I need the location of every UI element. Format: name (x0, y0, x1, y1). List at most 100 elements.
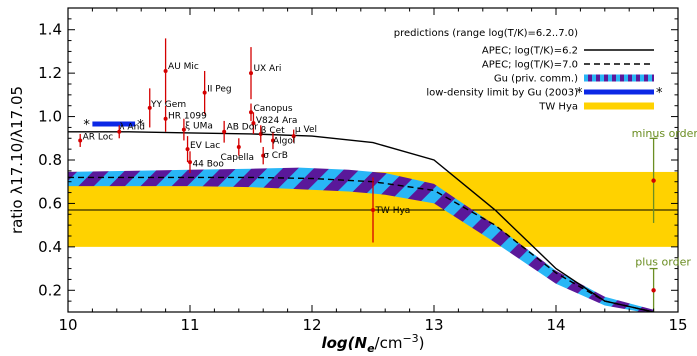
data-marker (270, 138, 275, 143)
x-tick-label: 10 (58, 316, 77, 334)
data-point--cet (258, 125, 263, 143)
star-label: ξ UMa (185, 122, 213, 132)
low-density-limit-star-right: * (137, 118, 144, 133)
star-label: Capella (221, 153, 255, 163)
y-axis-label: ratio λ17.10/λ17.05 (8, 86, 26, 234)
x-tick-label: 11 (180, 316, 199, 334)
data-marker (202, 90, 207, 95)
data-marker (251, 121, 256, 126)
legend-swatch-band (584, 102, 654, 110)
data-marker (222, 129, 227, 134)
star-label: EV Lac (190, 141, 220, 151)
data-point-capella (236, 138, 241, 156)
legend-entry-4: TW Hya (538, 102, 654, 113)
legend-star-left: * (576, 86, 583, 101)
y-tick-label: 1.0 (38, 108, 62, 126)
plot-area: * * (68, 38, 678, 312)
data-point-ii-peg (202, 70, 207, 115)
data-point-ar-loc (78, 133, 83, 147)
legend-swatch-striped (584, 74, 654, 82)
legend-label: low-density limit by Gu (2003) (426, 88, 578, 99)
data-point-canopus (249, 103, 253, 121)
data-point-ab-dor (222, 120, 227, 143)
data-point-au-mic (163, 38, 168, 104)
data-marker (236, 144, 241, 149)
data-point-ux-ari (249, 47, 253, 100)
star-label: AR Loc (83, 132, 114, 142)
data-point--and (117, 125, 122, 139)
y-tick-label: 1.2 (38, 64, 62, 82)
data-point-44-boo (188, 151, 192, 174)
data-point--uma (181, 118, 186, 141)
legend-label: APEC; log(T/K)=7.0 (482, 60, 578, 71)
legend-entry-0: APEC; log(T/K)=6.2 (482, 46, 654, 57)
star-label: β Cet (261, 126, 285, 136)
data-point-algol (270, 131, 275, 150)
legend-title: predictions (range log(T/K)=6.2..7.0) (394, 28, 578, 39)
star-label: λ And (119, 123, 145, 133)
order-marker-0 (649, 137, 658, 223)
low-density-limit-star-left: * (83, 118, 90, 133)
star-label: Algol (273, 137, 295, 147)
data-marker (249, 71, 253, 76)
star-label: YY Gem (150, 100, 186, 110)
plot-frame (67, 7, 679, 313)
data-point-v824-ara (251, 112, 256, 134)
data-marker (147, 105, 152, 110)
order-marker-1 (649, 267, 658, 312)
axes: 10 11 12 13 14 15 0.2 0.4 0.6 0.8 1.0 1.2 1.4 log(Ne/… (8, 7, 688, 355)
data-marker (181, 127, 186, 132)
star-labels: AR Loc λ And AU Mic HR 1099 YY Gem ξ UMa EV La… (83, 62, 697, 269)
data-marker (249, 110, 253, 115)
order-label: plus order (635, 255, 691, 268)
y-tick-label: 1.4 (38, 21, 62, 39)
star-label: Canopus (253, 104, 292, 114)
data-marker (163, 116, 168, 121)
data-point-tw-hya (371, 177, 375, 243)
legend-star-right: * (656, 86, 663, 101)
star-label: HR 1099 (168, 112, 207, 122)
legend-label: APEC; log(T/K)=6.2 (482, 46, 578, 57)
order-marker (651, 178, 656, 183)
x-tick-label: 12 (302, 316, 321, 334)
legend-entry-3: low-density limit by Gu (2003)* * (426, 86, 663, 101)
data-point-ev-lac (185, 136, 190, 163)
star-label: σ CrB (263, 151, 288, 161)
data-marker (261, 153, 266, 158)
data-marker (258, 131, 263, 136)
star-label: AB Dor (227, 123, 259, 133)
x-tick-label: 15 (668, 316, 687, 334)
apec-62-line (68, 131, 654, 312)
x-axis-label: log(Ne/cm−3) (321, 332, 424, 355)
star-label: II Peg (207, 85, 232, 95)
gu-band (68, 167, 654, 312)
star-label: AU Mic (168, 62, 199, 72)
data-point-yy-gem (147, 88, 152, 128)
legend: predictions (range log(T/K)=6.2..7.0) APE… (394, 28, 663, 113)
legend-label: TW Hya (538, 102, 578, 113)
legend-entry-2: Gu (priv. comm.) (494, 74, 654, 85)
data-point--crb (261, 146, 266, 165)
x-tick-label: 13 (424, 316, 443, 334)
star-label: UX Ari (253, 64, 281, 74)
star-label: 44 Boo (192, 160, 224, 170)
data-marker (371, 207, 375, 212)
star-label: μ Vel (295, 125, 317, 135)
data-marker (163, 68, 168, 73)
legend-label: Gu (priv. comm.) (494, 74, 578, 85)
star-label: TW Hya (374, 206, 410, 216)
data-point--vel (291, 129, 296, 143)
data-marker (291, 134, 296, 139)
data-marker (117, 129, 122, 134)
y-tick-label: 0.8 (38, 151, 62, 169)
y-tick-label: 0.2 (38, 281, 62, 299)
data-point-hr-1099 (163, 105, 168, 132)
legend-entry-1: APEC; log(T/K)=7.0 (482, 60, 654, 71)
data-marker (78, 138, 83, 143)
data-marker (188, 160, 192, 165)
y-tick-label: 0.6 (38, 194, 62, 212)
x-tick-label: 14 (546, 316, 565, 334)
order-label: minus order (632, 127, 697, 140)
data-marker (185, 147, 190, 152)
